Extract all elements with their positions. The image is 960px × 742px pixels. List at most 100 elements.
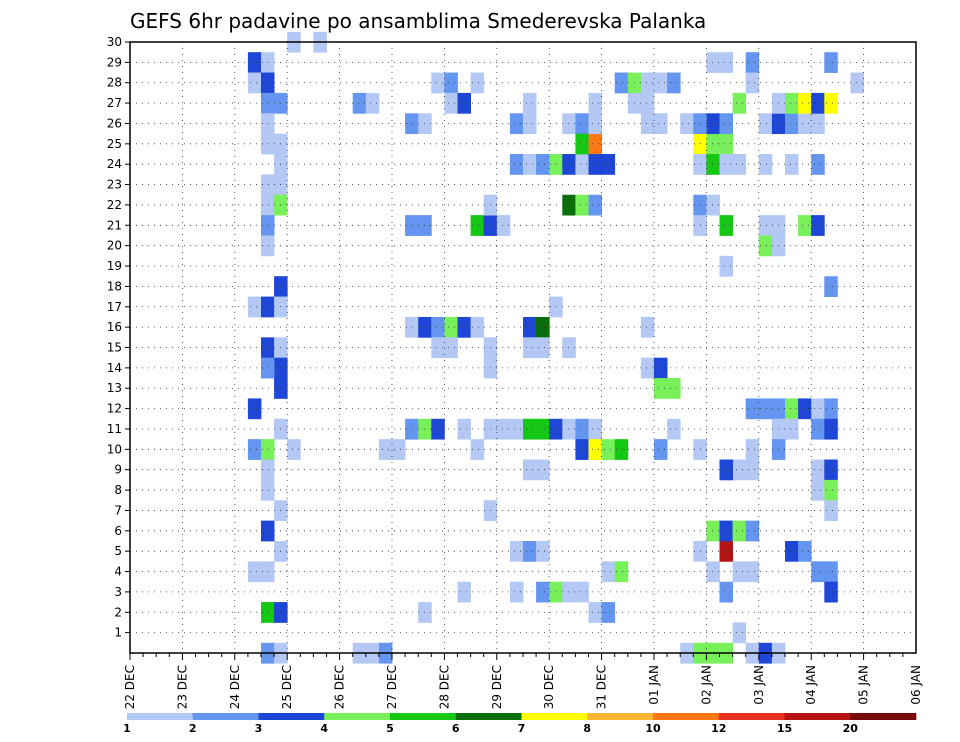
heatmap-cell bbox=[562, 337, 576, 359]
y-tick-label: 26 bbox=[107, 116, 122, 130]
heatmap-cell bbox=[785, 92, 799, 114]
heatmap-cell bbox=[588, 113, 602, 135]
heatmap-cell bbox=[444, 72, 458, 94]
heatmap-cell bbox=[509, 418, 524, 440]
heatmap-cell bbox=[470, 215, 485, 236]
heatmap-cell bbox=[850, 72, 864, 94]
legend-swatch bbox=[390, 713, 457, 720]
legend-label: 4 bbox=[320, 722, 328, 735]
heatmap-cell bbox=[536, 459, 550, 481]
heatmap-cell bbox=[706, 520, 720, 542]
y-tick-label: 21 bbox=[107, 218, 122, 232]
heatmap-cell bbox=[575, 439, 589, 460]
heatmap-cell bbox=[706, 561, 720, 583]
heatmap-cell bbox=[575, 133, 589, 155]
heatmap-cell bbox=[588, 439, 602, 460]
heatmap-cell bbox=[536, 337, 550, 359]
legend-swatch bbox=[784, 713, 851, 720]
y-axis: 1234567891011121314151617181920212223242… bbox=[107, 35, 130, 640]
heatmap-cell bbox=[811, 113, 825, 135]
heatmap-cell bbox=[719, 255, 733, 277]
y-tick-label: 13 bbox=[107, 381, 122, 395]
heatmap-cell bbox=[719, 113, 733, 135]
heatmap-cell bbox=[405, 215, 419, 236]
heatmap-cell bbox=[745, 52, 760, 73]
heatmap-cell bbox=[601, 602, 616, 623]
legend-swatch bbox=[653, 713, 720, 720]
heatmap-cell bbox=[719, 154, 733, 175]
heatmap-cell bbox=[261, 52, 275, 73]
heatmap-cell bbox=[745, 398, 760, 420]
x-tick-label: 29 DEC bbox=[490, 665, 504, 709]
x-tick-label: 01 JAN bbox=[647, 665, 661, 705]
heatmap-cell bbox=[523, 92, 537, 114]
y-tick-label: 9 bbox=[114, 463, 122, 477]
legend-swatch bbox=[850, 713, 917, 720]
heatmap-cell bbox=[509, 113, 524, 135]
heatmap-cell bbox=[719, 540, 733, 562]
heatmap-cell bbox=[588, 418, 602, 440]
y-tick-label: 18 bbox=[107, 279, 122, 293]
heatmap-cell bbox=[732, 459, 747, 481]
heatmap-cell bbox=[261, 520, 275, 542]
heatmap-cell bbox=[654, 357, 668, 379]
heatmap-cell bbox=[261, 602, 275, 623]
heatmap-cell bbox=[287, 439, 301, 460]
y-tick-label: 5 bbox=[114, 544, 122, 558]
y-tick-label: 23 bbox=[107, 178, 122, 192]
y-tick-label: 27 bbox=[107, 96, 122, 110]
heatmap-cell bbox=[824, 581, 838, 603]
heatmap-cell bbox=[732, 92, 747, 114]
heatmap-cell bbox=[575, 154, 589, 175]
legend-swatch bbox=[192, 713, 259, 720]
heatmap-cell bbox=[745, 561, 760, 583]
heatmap-cell bbox=[745, 439, 760, 460]
y-tick-label: 24 bbox=[107, 157, 122, 171]
grid-lines bbox=[130, 41, 917, 653]
heatmap-cell bbox=[758, 154, 773, 175]
legend-swatch bbox=[455, 713, 522, 720]
heatmap-cell bbox=[654, 113, 668, 135]
y-tick-label: 19 bbox=[107, 259, 122, 273]
heatmap-cell bbox=[496, 215, 511, 236]
heatmap-cell bbox=[588, 154, 602, 175]
legend-label: 1 bbox=[123, 722, 131, 735]
heatmap-cell bbox=[758, 235, 773, 257]
heatmap-cell bbox=[405, 316, 419, 338]
heatmap-cell bbox=[431, 418, 445, 440]
heatmap-cell bbox=[549, 418, 563, 440]
heatmap-cell bbox=[457, 316, 471, 338]
heatmap-cell bbox=[509, 581, 524, 603]
heatmap-cell bbox=[575, 113, 589, 135]
heatmap-cell bbox=[523, 316, 537, 338]
heatmap-cell bbox=[798, 398, 812, 420]
heatmap-cell bbox=[785, 398, 799, 420]
heatmap-cell bbox=[509, 540, 524, 562]
legend-label: 2 bbox=[189, 722, 197, 735]
x-tick-label: 27 DEC bbox=[385, 665, 399, 709]
y-tick-label: 6 bbox=[114, 524, 122, 538]
heatmap-cell bbox=[431, 72, 445, 94]
heatmap-cell bbox=[562, 154, 576, 175]
heatmap-cell bbox=[732, 561, 747, 583]
heatmap-cell bbox=[614, 439, 629, 460]
heatmap-cell bbox=[588, 194, 602, 216]
x-tick-label: 06 JAN bbox=[909, 665, 923, 705]
heatmap-cell bbox=[640, 92, 655, 114]
heatmap-cell bbox=[798, 92, 812, 114]
heatmap-cell bbox=[785, 113, 799, 135]
x-tick-label: 30 DEC bbox=[542, 665, 556, 709]
heatmap-cell bbox=[536, 316, 550, 338]
y-tick-label: 17 bbox=[107, 300, 122, 314]
heatmap-cell bbox=[261, 337, 275, 359]
y-tick-label: 30 bbox=[107, 35, 122, 49]
y-tick-label: 8 bbox=[114, 483, 122, 497]
heatmap-cell bbox=[614, 72, 629, 94]
heatmap-cell bbox=[719, 133, 733, 155]
heatmap-cell bbox=[444, 337, 458, 359]
heatmap-cell bbox=[470, 316, 485, 338]
heatmap-cell bbox=[745, 520, 760, 542]
heatmap-cell bbox=[706, 52, 720, 73]
heatmap-cell bbox=[247, 72, 262, 94]
heatmap-cell bbox=[444, 92, 458, 114]
